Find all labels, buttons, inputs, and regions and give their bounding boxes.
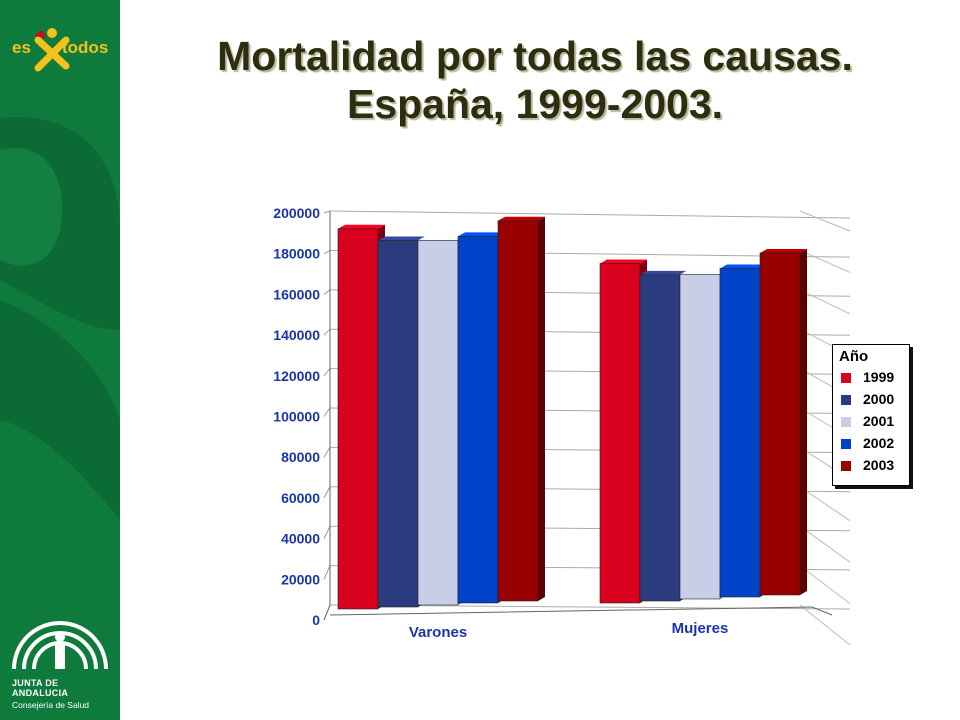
grid-line-side bbox=[799, 565, 851, 604]
consejeria-name: Consejería de Salud bbox=[12, 700, 90, 710]
grid-line-side bbox=[799, 604, 851, 646]
y-tick-label: 80000 bbox=[281, 449, 320, 465]
legend-item: 2001 bbox=[841, 413, 909, 431]
grid-line-left bbox=[323, 486, 331, 499]
title-line-2: España, 1999-2003. bbox=[346, 81, 724, 127]
legend-swatch bbox=[841, 417, 851, 427]
bar-top bbox=[600, 259, 647, 264]
legend-label: 2002 bbox=[863, 435, 895, 451]
legend-label: 2003 bbox=[863, 457, 895, 473]
y-tick-label: 100000 bbox=[273, 409, 320, 425]
bar-top bbox=[338, 224, 385, 229]
y-tick-label: 60000 bbox=[281, 490, 320, 506]
legend-label: 2001 bbox=[863, 413, 895, 429]
grid-line-side bbox=[799, 249, 851, 273]
bar-top bbox=[378, 236, 425, 241]
grid-line-left bbox=[323, 249, 331, 255]
grid-line-left bbox=[323, 210, 331, 214]
legend-label: 1999 bbox=[863, 369, 895, 385]
legend-swatch bbox=[841, 373, 851, 383]
grid-line-side bbox=[799, 210, 851, 232]
bar-top bbox=[720, 264, 767, 269]
junta-andalucia-emblem bbox=[12, 621, 108, 670]
junta-andalucia-wordmark: JUNTA DE ANDALUCIA Consejería de Salud bbox=[12, 678, 112, 710]
axis-frame bbox=[323, 211, 833, 621]
bar-top bbox=[640, 270, 687, 275]
logo-text-es: es bbox=[12, 38, 31, 57]
grid-line-side bbox=[799, 486, 851, 522]
legend-item: 2000 bbox=[841, 391, 909, 409]
y-tick-label: 140000 bbox=[273, 327, 320, 343]
bar-top bbox=[498, 216, 545, 221]
grid-line-left bbox=[323, 368, 331, 377]
grid-line-side bbox=[799, 289, 851, 315]
bar bbox=[337, 228, 379, 610]
legend-swatch bbox=[841, 395, 851, 405]
grid-line-side bbox=[799, 525, 851, 563]
chart-legend: Año 1999 2000 2001 2002 2003 bbox=[832, 344, 910, 486]
legend-swatch bbox=[841, 439, 851, 449]
junta-name: JUNTA DE ANDALUCIA bbox=[12, 678, 69, 698]
bar-chart: 0 20000 40000 60000 80000 100000 120000 140000 1… bbox=[273, 205, 851, 646]
grid-line-left bbox=[323, 407, 331, 417]
legend-item: 1999 bbox=[841, 369, 909, 387]
bar-side bbox=[538, 216, 545, 601]
bar-top bbox=[680, 270, 727, 275]
legend-item: 2003 bbox=[841, 457, 909, 475]
grid-line-left bbox=[323, 289, 331, 295]
bar-top bbox=[418, 236, 465, 241]
sidebar-decoration bbox=[0, 116, 120, 520]
running-figure-icon bbox=[34, 28, 70, 72]
y-tick-label: 160000 bbox=[273, 286, 320, 302]
y-tick-label: 20000 bbox=[281, 571, 320, 587]
bar-side bbox=[800, 249, 807, 595]
logo-text-todos: todos bbox=[62, 38, 109, 57]
x-category-label: Varones bbox=[409, 624, 467, 641]
y-tick-label: 120000 bbox=[273, 368, 320, 384]
sidebar-band: es todos JUNTA DE ANDALUCIA Consejería d… bbox=[0, 0, 120, 720]
x-category-label: Mujeres bbox=[672, 620, 729, 637]
bar bbox=[639, 274, 681, 602]
y-tick-label: 0 bbox=[312, 612, 320, 628]
legend-swatch bbox=[841, 461, 851, 471]
bar-top bbox=[458, 232, 505, 237]
y-tick-label: 180000 bbox=[273, 246, 320, 262]
y-tick-label: 200000 bbox=[273, 205, 320, 221]
title-line-1: Mortalidad por todas las causas. bbox=[217, 33, 853, 79]
bar bbox=[599, 263, 641, 604]
es-todos-logo: es todos bbox=[8, 26, 116, 74]
bar-top bbox=[760, 249, 807, 253]
grid-line bbox=[329, 210, 851, 219]
y-tick-label: 40000 bbox=[281, 531, 320, 547]
grid-line-left bbox=[323, 328, 331, 336]
bar bbox=[497, 220, 539, 602]
bar bbox=[679, 274, 721, 600]
bar bbox=[719, 268, 761, 598]
bar bbox=[417, 240, 459, 606]
legend-item: 2002 bbox=[841, 435, 909, 453]
bar bbox=[457, 236, 499, 604]
grid-line-left bbox=[323, 447, 331, 458]
legend-label: 2000 bbox=[863, 391, 895, 407]
grid-line-left bbox=[323, 565, 331, 580]
bar bbox=[377, 240, 419, 608]
grid-line-left bbox=[323, 525, 331, 539]
legend-title: Año bbox=[839, 348, 869, 365]
page-title: Mortalidad por todas las causas. España,… bbox=[130, 32, 940, 128]
bar bbox=[759, 252, 801, 596]
